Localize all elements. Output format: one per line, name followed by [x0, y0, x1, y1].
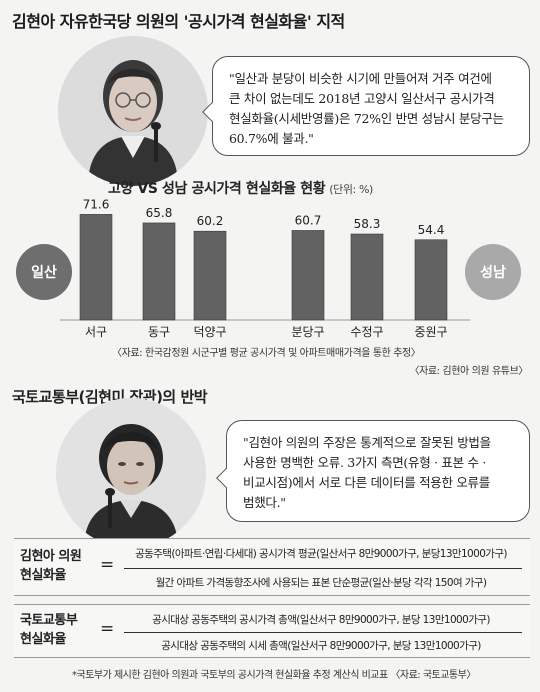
quote-line: 사용한 명백한 오류. 3가지 측면(유형 · 표본 수 · [243, 455, 487, 470]
chart-source-note: 〈자료: 한국감정원 시군구별 평균 공시가격 및 아파트매매가격을 통한 추정… [112, 346, 420, 359]
fraction-line [124, 568, 522, 569]
equals-sign: = [100, 555, 115, 575]
category-label: 서구 [85, 325, 107, 339]
category-label: 중원구 [414, 325, 447, 339]
formula-label: 김현아 의원 현실화율 [20, 547, 96, 585]
formula-label-line: 현실화율 [20, 568, 66, 583]
category-label: 분당구 [291, 325, 324, 339]
chart-title-text: 고양 VS 성남 공시가격 현실화율 현황 [108, 181, 326, 197]
chart-title: 고양 VS 성남 공시가격 현실화율 현황 (단위: %) [108, 178, 373, 198]
group-badge-label: 일산 [31, 264, 57, 281]
lawmaker-quote-bubble: "일산과 분당이 비슷한 시기에 만들어져 거주 여건에 큰 차이 없는데도 2… [202, 56, 530, 156]
quote-line: "김현아 의원의 주장은 통계적으로 잘못된 방법을 [243, 435, 491, 450]
chart-unit: (단위: %) [329, 183, 373, 196]
group-badge [465, 244, 521, 300]
lawmaker-photo [58, 36, 208, 186]
bar-value-label: 60.2 [197, 214, 224, 228]
minister-quote-bubble: "김현아 의원의 주장은 통계적으로 잘못된 방법을 사용한 명백한 오류. 3… [216, 420, 530, 522]
bar [350, 233, 384, 321]
minister-photo [56, 398, 206, 548]
bar [414, 239, 448, 321]
bar-value-label: 65.8 [146, 206, 173, 220]
formula-denominator: 공시대상 공동주택의 시세 총액(일산서구 8만9000가구, 분당 13만10… [161, 640, 481, 652]
fraction-line [124, 632, 522, 633]
woman-portrait-icon [58, 36, 208, 186]
page-title: 김현아 자유한국당 의원의 '공시가격 현실화율' 지적 [12, 12, 345, 31]
bar [291, 230, 325, 321]
bubble-tail [216, 468, 236, 488]
formula-numerator: 공시대상 공동주택의 공시가격 총액(일산서구 8만9000가구, 분당 13만… [152, 614, 490, 626]
equals-sign: = [100, 619, 115, 639]
formula-label-line: 김현아 의원 [20, 549, 82, 564]
quote-line: 범했다." [243, 495, 286, 510]
category-label: 동구 [148, 325, 170, 339]
formula-numerator: 공동주택(아파트·연립·다세대) 공시가격 평균(일산서구 8만9000가구, … [135, 548, 507, 560]
bar-value-label: 60.7 [295, 213, 322, 227]
woman-portrait-icon [56, 398, 206, 548]
group-badge-label: 성남 [480, 264, 506, 281]
quote-line: 현실화율(시세반영률)은 72%인 반면 성남시 분당구는 [229, 111, 504, 126]
quote-line: 큰 차이 없는데도 2018년 고양시 일산서구 공시가격 [229, 91, 495, 106]
bar-value-label: 58.3 [354, 217, 381, 231]
bar [142, 222, 176, 321]
formula-label: 국토교통부 현실화율 [20, 611, 96, 649]
quote-line: 60.7%에 불과." [229, 131, 314, 146]
bar [79, 214, 113, 321]
bar-chart: 71.6 서구 65.8 동구 60.2 덕양구 60.7 분당구 58.3 수정구 54.4 중원구… [16, 197, 528, 377]
section-title-rebuttal: 국토교통부(김현미 장관)의 반박 [12, 388, 208, 406]
formula-denominator: 월간 아파트 가격동향조사에 사용되는 표본 단순평균(일산·분당 각각 150… [155, 577, 487, 589]
formula-label-line: 현실화율 [20, 632, 66, 647]
formula-label-line: 국토교통부 [20, 613, 78, 628]
bar-value-label: 54.4 [418, 223, 445, 237]
quote-line: "일산과 분당이 비슷한 시기에 만들어져 거주 여건에 [229, 71, 492, 86]
category-label: 수정구 [350, 325, 383, 339]
group-badge [16, 244, 72, 300]
chart-source-note: 〈자료: 김현아 의원 유튜브〉 [409, 365, 528, 377]
quote-line: 비교시점)에서 서로 다른 데이터를 적용한 오류를 [243, 475, 490, 490]
category-label: 덕양구 [193, 325, 226, 339]
formula-ministry: 국토교통부 현실화율 = 공시대상 공동주택의 공시가격 총액(일산서구 8만9… [14, 604, 530, 658]
bar-value-label: 71.6 [83, 197, 110, 211]
bar [193, 230, 227, 321]
footnote: *국토부가 제시한 김현아 의원과 국토부의 공시가격 현실화율 추정 계산식 … [72, 670, 476, 681]
formula-lawmaker: 김현아 의원 현실화율 = 공동주택(아파트·연립·다세대) 공시가격 평균(일… [14, 538, 530, 596]
